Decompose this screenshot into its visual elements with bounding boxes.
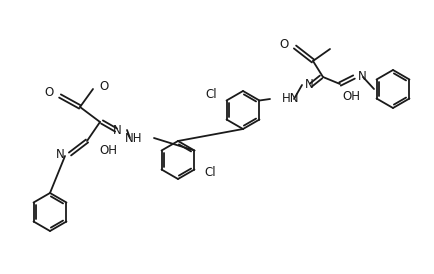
Text: Cl: Cl	[204, 166, 216, 179]
Text: NH: NH	[125, 132, 142, 144]
Text: HN: HN	[282, 93, 299, 105]
Text: Cl: Cl	[205, 88, 217, 101]
Text: N: N	[305, 78, 314, 92]
Text: O: O	[280, 38, 289, 50]
Text: N: N	[56, 147, 65, 161]
Text: OH: OH	[342, 90, 360, 102]
Text: O: O	[99, 79, 108, 93]
Text: N: N	[358, 70, 367, 84]
Text: O: O	[45, 87, 54, 99]
Text: N: N	[113, 124, 122, 136]
Text: OH: OH	[99, 144, 117, 158]
